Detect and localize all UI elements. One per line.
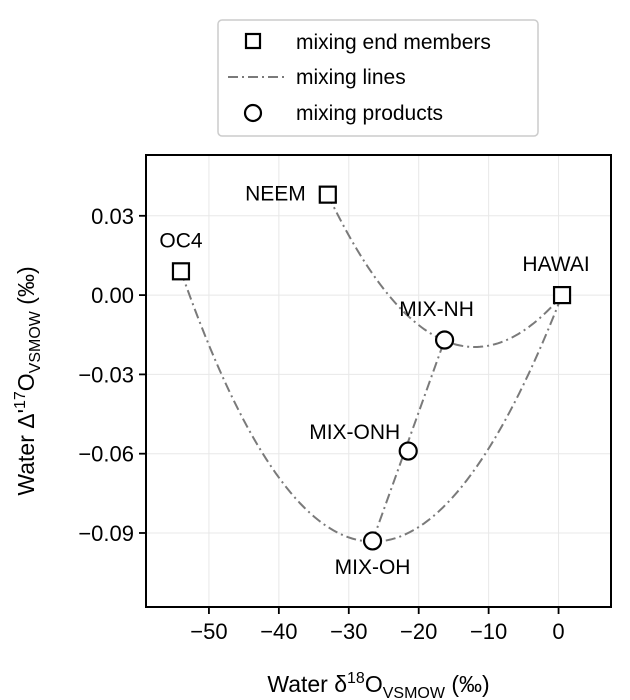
legend-label-mixing-lines: mixing lines — [296, 66, 406, 89]
mixing-product-marker — [398, 441, 418, 461]
x-tick-label: −20 — [400, 619, 437, 644]
y-tick-label: −0.06 — [78, 442, 134, 467]
mixing-line — [180, 270, 563, 543]
plot-frame — [145, 154, 612, 608]
x-tick-label: −10 — [470, 619, 507, 644]
x-tick-label: −30 — [330, 619, 367, 644]
point-labels: OC4 NEEM HAWAI MIX-NH MIX-ONH MIX-OH — [159, 183, 589, 579]
y-tick-label: 0.03 — [91, 204, 134, 229]
point-label: MIX-ONH — [309, 421, 400, 444]
y-tick-label: 0.00 — [91, 283, 134, 308]
mixing-line — [371, 339, 446, 542]
legend-circle-marker — [243, 103, 263, 123]
y-tick-label: −0.03 — [78, 362, 134, 387]
end-member-marker — [318, 185, 337, 204]
mixing-lines — [180, 194, 563, 543]
mixing-line — [326, 194, 563, 348]
y-axis-label: Water Δ'17OVSMOW (‰) — [12, 266, 44, 495]
end-member-marker — [171, 262, 191, 281]
point-label: OC4 — [159, 229, 203, 252]
point-label: MIX-NH — [399, 298, 474, 321]
grid — [146, 155, 611, 607]
x-tick-label: −40 — [260, 619, 297, 644]
ticks: −50 −40 −30 −20 −10 0 0.03 0.00 −0.03 −0.06 −0.09 — [78, 204, 564, 644]
y-tick-label: −0.09 — [78, 521, 134, 546]
legend: mixing end members mixing lines mixing p… — [217, 19, 539, 137]
legend-square-marker — [244, 32, 262, 50]
point-label: NEEM — [245, 183, 306, 206]
legend-frame — [217, 19, 539, 137]
x-tick-label: −50 — [190, 619, 227, 644]
end-member-marker — [552, 285, 572, 305]
mixing-product-marker — [434, 330, 455, 350]
mixing-product-marker — [362, 531, 383, 551]
x-axis-label: Water δ18OVSMOW (‰) — [267, 670, 489, 700]
point-label: HAWAI — [522, 253, 589, 276]
legend-label-mixing-products: mixing products — [296, 102, 443, 125]
x-tick-label: 0 — [552, 619, 564, 644]
point-label: MIX-OH — [335, 556, 411, 579]
legend-label-end-members: mixing end members — [296, 31, 491, 54]
markers — [171, 185, 572, 551]
